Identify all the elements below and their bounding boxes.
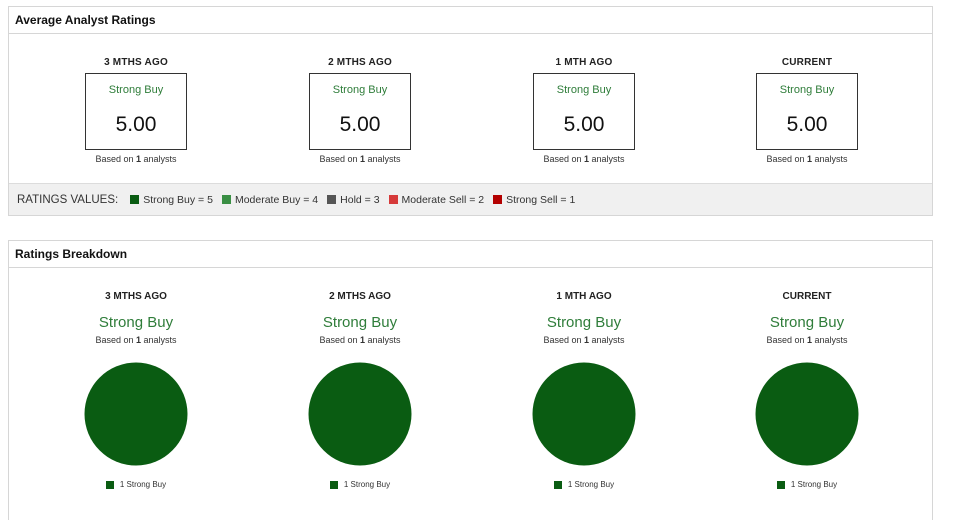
pie-slice-strong-buy bbox=[84, 362, 188, 466]
legend-swatch bbox=[329, 480, 338, 489]
rating-score: 5.00 bbox=[563, 113, 605, 136]
breakdown-column-current: CURRENT Strong Buy Based on 1 analysts 1… bbox=[707, 291, 907, 489]
legend-item-strong-sell: Strong Sell = 1 bbox=[493, 194, 575, 206]
period-label: 1 MTH AGO bbox=[556, 291, 612, 302]
ratings-breakdown-panel: Ratings Breakdown 3 MTHS AGO Strong Buy … bbox=[8, 240, 933, 520]
pie-svg bbox=[532, 362, 636, 466]
pie-chart bbox=[755, 362, 859, 466]
legend-label: Moderate Buy = 4 bbox=[234, 193, 319, 206]
based-on-text: Based on 1 analysts bbox=[95, 335, 177, 345]
based-on-text: Based on 1 analysts bbox=[95, 154, 177, 164]
legend-item-hold: Hold = 3 bbox=[327, 193, 380, 206]
panel-title: Ratings Breakdown bbox=[9, 241, 932, 268]
pie-svg bbox=[755, 362, 859, 466]
legend-swatch bbox=[388, 195, 398, 204]
legend-swatch bbox=[553, 480, 562, 489]
period-label: 2 MTHS AGO bbox=[328, 57, 392, 68]
based-on-text: Based on 1 analysts bbox=[766, 154, 848, 164]
period-label: 3 MTHS AGO bbox=[104, 57, 168, 68]
analyst-count: 1 bbox=[135, 335, 141, 345]
pie-legend-label: 1 Strong Buy bbox=[119, 480, 167, 489]
rating-box: Strong Buy 5.00 bbox=[533, 73, 635, 150]
legend-swatch bbox=[221, 195, 231, 204]
legend-swatch bbox=[130, 195, 140, 204]
analyst-count: 1 bbox=[135, 154, 141, 164]
rating-box: Strong Buy 5.00 bbox=[85, 73, 187, 150]
breakdown-column-2-months-ago: 2 MTHS AGO Strong Buy Based on 1 analyst… bbox=[260, 291, 460, 489]
rating-label: Strong Buy bbox=[779, 84, 835, 96]
analyst-count: 1 bbox=[583, 154, 589, 164]
based-on-text: Based on 1 analysts bbox=[319, 335, 401, 345]
pie-chart bbox=[84, 362, 188, 466]
based-on-text: Based on 1 analysts bbox=[543, 335, 625, 345]
panel-title: Average Analyst Ratings bbox=[9, 7, 932, 34]
rating-score: 5.00 bbox=[115, 113, 157, 136]
pie-legend-label: 1 Strong Buy bbox=[790, 480, 838, 489]
period-label: 3 MTHS AGO bbox=[105, 291, 167, 302]
legend-label: Strong Sell = 1 bbox=[506, 193, 576, 206]
based-on-text: Based on 1 analysts bbox=[766, 335, 848, 345]
pie-slice-strong-buy bbox=[308, 362, 412, 466]
pie-svg bbox=[308, 362, 412, 466]
period-label: 2 MTHS AGO bbox=[329, 291, 391, 302]
rating-label: Strong Buy bbox=[322, 314, 398, 331]
rating-label: Strong Buy bbox=[546, 314, 622, 331]
rating-label: Strong Buy bbox=[332, 84, 388, 96]
rating-box: Strong Buy 5.00 bbox=[309, 73, 411, 150]
pie-legend: 1 Strong Buy bbox=[260, 480, 460, 489]
legend-label: Moderate Sell = 2 bbox=[401, 193, 485, 206]
average-analyst-ratings-panel: Average Analyst Ratings 3 MTHS AGO Stron… bbox=[8, 6, 933, 216]
legend-swatch bbox=[776, 480, 785, 489]
rating-label: Strong Buy bbox=[98, 314, 174, 331]
pie-legend: 1 Strong Buy bbox=[36, 480, 236, 489]
legend-label: Strong Buy = 5 bbox=[143, 193, 213, 206]
rating-score: 5.00 bbox=[339, 113, 381, 136]
avg-column-current: CURRENT Strong Buy 5.00 Based on 1 analy… bbox=[707, 57, 907, 164]
rating-label: Strong Buy bbox=[556, 84, 612, 96]
pie-slice-strong-buy bbox=[755, 362, 859, 466]
analyst-count: 1 bbox=[806, 154, 812, 164]
analyst-count: 1 bbox=[359, 154, 365, 164]
legend-label: Hold = 3 bbox=[340, 193, 380, 206]
legend-title: RATINGS VALUES: bbox=[17, 193, 119, 206]
based-on-text: Based on 1 analysts bbox=[319, 154, 401, 164]
rating-score: 5.00 bbox=[786, 113, 828, 136]
avg-column-3-months-ago: 3 MTHS AGO Strong Buy 5.00 Based on 1 an… bbox=[36, 57, 236, 164]
pie-legend-label: 1 Strong Buy bbox=[343, 480, 391, 489]
ratings-values-legend: RATINGS VALUES: Strong Buy = 5 Moderate … bbox=[9, 183, 932, 215]
pie-legend: 1 Strong Buy bbox=[707, 480, 907, 489]
legend-item-strong-buy: Strong Buy = 5 bbox=[130, 194, 213, 206]
legend-item-moderate-sell: Moderate Sell = 2 bbox=[388, 193, 485, 206]
breakdown-column-3-months-ago: 3 MTHS AGO Strong Buy Based on 1 analyst… bbox=[36, 291, 236, 489]
analyst-count: 1 bbox=[806, 335, 812, 345]
analyst-count: 1 bbox=[359, 335, 365, 345]
pie-slice-strong-buy bbox=[532, 362, 636, 466]
period-label: CURRENT bbox=[782, 291, 832, 302]
pie-legend-label: 1 Strong Buy bbox=[567, 480, 615, 489]
analyst-count: 1 bbox=[583, 335, 589, 345]
pie-legend: 1 Strong Buy bbox=[484, 480, 684, 489]
legend-swatch bbox=[327, 195, 337, 204]
pie-chart bbox=[532, 362, 636, 466]
rating-label: Strong Buy bbox=[108, 84, 164, 96]
period-label: 1 MTH AGO bbox=[555, 57, 613, 68]
legend-item-moderate-buy: Moderate Buy = 4 bbox=[221, 193, 319, 206]
avg-column-1-month-ago: 1 MTH AGO Strong Buy 5.00 Based on 1 ana… bbox=[484, 57, 684, 164]
legend-swatch bbox=[493, 195, 503, 204]
avg-column-2-months-ago: 2 MTHS AGO Strong Buy 5.00 Based on 1 an… bbox=[260, 57, 460, 164]
pie-chart bbox=[308, 362, 412, 466]
breakdown-column-1-month-ago: 1 MTH AGO Strong Buy Based on 1 analysts… bbox=[484, 291, 684, 489]
based-on-text: Based on 1 analysts bbox=[543, 154, 625, 164]
period-label: CURRENT bbox=[781, 57, 833, 68]
rating-label: Strong Buy bbox=[769, 314, 845, 331]
pie-svg bbox=[84, 362, 188, 466]
rating-box: Strong Buy 5.00 bbox=[756, 73, 858, 150]
legend-swatch bbox=[105, 480, 114, 489]
